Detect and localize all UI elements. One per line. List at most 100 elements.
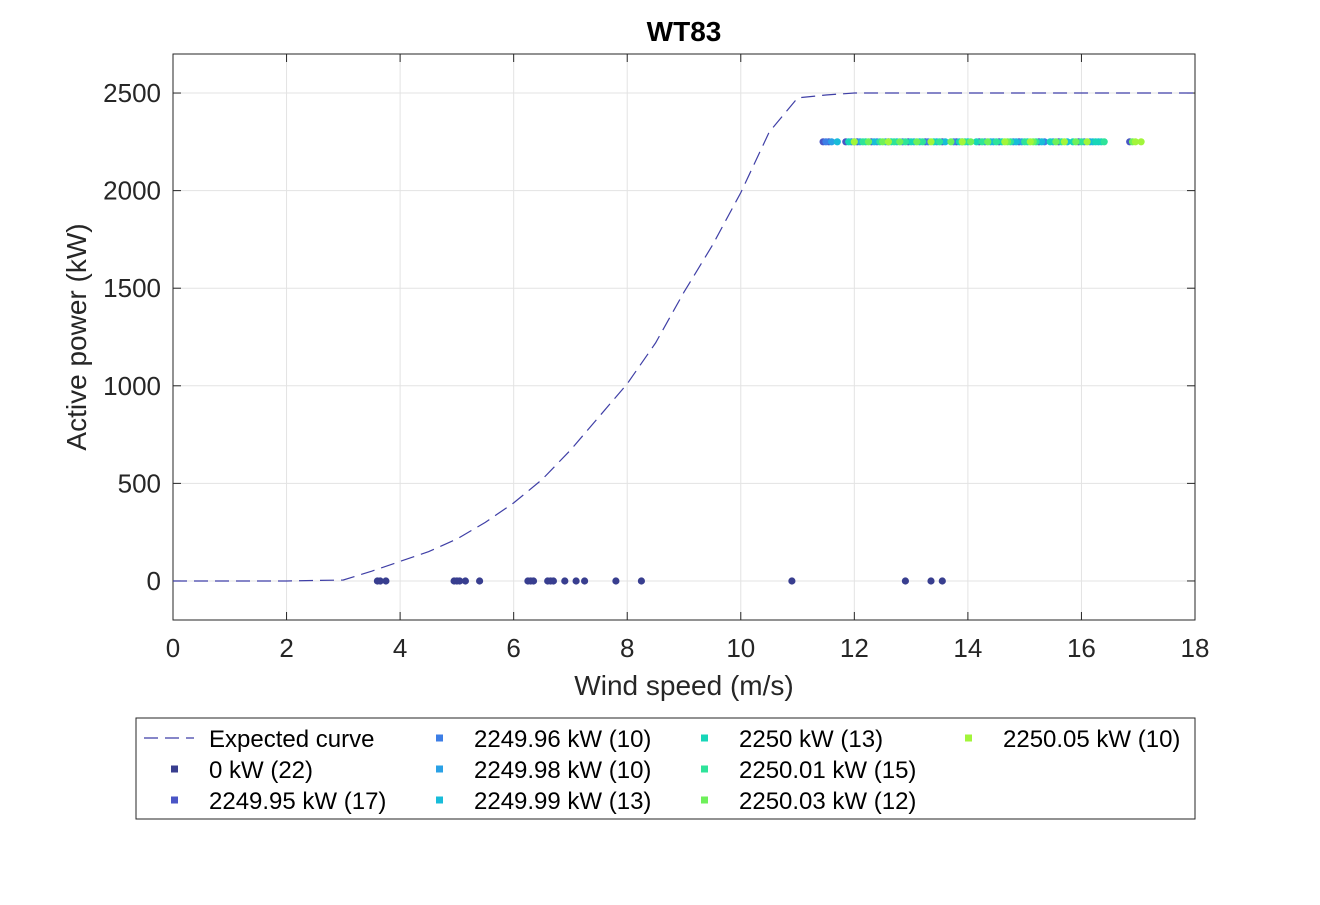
data-point [1001, 138, 1009, 146]
x-tick-label: 2 [279, 633, 293, 663]
legend-marker [436, 796, 443, 804]
data-point [967, 138, 975, 146]
legend-marker [436, 734, 443, 742]
data-point [884, 138, 893, 146]
data-point [1100, 138, 1108, 146]
data-point [864, 138, 873, 146]
data-point [561, 577, 569, 585]
data-point [637, 577, 646, 585]
legend-label: 0 kW (22) [209, 757, 313, 784]
x-tick-label: 18 [1181, 633, 1210, 663]
data-point [461, 577, 469, 585]
y-tick-label: 500 [118, 468, 161, 498]
axes-box [172, 53, 1196, 621]
data-point [896, 138, 904, 146]
legend-label: 2250.01 kW (15) [739, 757, 916, 784]
data-point [1052, 138, 1060, 146]
x-tick-label: 6 [506, 633, 520, 663]
data-point [612, 577, 620, 585]
data-point [1131, 138, 1139, 146]
legend-label: 2250.05 kW (10) [1003, 726, 1180, 753]
data-point [947, 138, 955, 146]
y-axis-label: Active power (kW) [61, 223, 92, 450]
data-point [1026, 138, 1034, 146]
data-point [1060, 138, 1068, 146]
legend-label: 2249.99 kW (13) [474, 788, 651, 815]
expected-curve-line [173, 92, 1195, 582]
data-point [918, 138, 927, 146]
data-point [913, 138, 921, 146]
data-point [845, 138, 853, 146]
data-point [938, 577, 946, 585]
data-point [376, 577, 384, 585]
data-point [958, 138, 966, 146]
plot-area [173, 54, 1195, 620]
legend-marker [701, 796, 708, 804]
data-point [1137, 138, 1145, 146]
y-tick-label: 1000 [103, 371, 161, 401]
x-tick-label: 8 [620, 633, 634, 663]
data-point [850, 138, 858, 146]
x-tick-label: 16 [1067, 633, 1096, 663]
data-point [927, 577, 935, 585]
data-point [581, 577, 589, 585]
series-0-points [373, 577, 946, 585]
y-tick-label: 0 [147, 566, 161, 596]
data-point [978, 138, 986, 146]
data-point [890, 138, 898, 146]
legend-label: 2249.98 kW (10) [474, 757, 651, 784]
data-point [935, 138, 944, 146]
data-point [870, 138, 878, 146]
series-8-points [850, 138, 1145, 146]
data-point [382, 577, 390, 585]
legend-marker [436, 765, 443, 773]
data-point [572, 577, 580, 585]
x-tick-label: 10 [726, 633, 755, 663]
legend-marker [171, 796, 178, 804]
data-point [901, 138, 910, 146]
data-point [992, 138, 1000, 146]
legend-label: 2249.95 kW (17) [209, 788, 386, 815]
data-point [549, 577, 558, 585]
data-point [859, 138, 867, 146]
data-point [788, 577, 796, 585]
legend-marker [965, 734, 972, 742]
y-tick-label: 2000 [103, 176, 161, 206]
x-tick-label: 14 [953, 633, 982, 663]
data-point [1092, 138, 1100, 146]
data-point [879, 138, 887, 146]
legend-label: 2250 kW (13) [739, 726, 883, 753]
data-point [972, 138, 981, 146]
data-point [901, 577, 910, 585]
data-point [822, 138, 830, 146]
data-point [476, 577, 484, 585]
legend-box [135, 717, 1196, 820]
legend-label: 2249.96 kW (10) [474, 726, 651, 753]
chart-title: WT83 [647, 16, 722, 47]
data-point [984, 138, 992, 146]
data-point [1012, 138, 1020, 146]
data-point [529, 577, 538, 585]
data-point [456, 577, 464, 585]
data-point [828, 138, 836, 146]
data-point [927, 138, 935, 146]
legend-label: Expected curve [209, 726, 374, 753]
data-point [1038, 138, 1046, 146]
x-tick-label: 0 [166, 633, 180, 663]
y-tick-label: 1500 [103, 273, 161, 303]
data-point [907, 138, 915, 146]
x-tick-label: 12 [840, 633, 869, 663]
legend-label: 2250.03 kW (12) [739, 788, 916, 815]
data-point [833, 138, 841, 146]
legend-marker [171, 765, 178, 773]
data-point [1021, 138, 1029, 146]
data-point [1083, 138, 1091, 146]
x-tick-label: 4 [393, 633, 407, 663]
y-tick-label: 2500 [103, 78, 161, 108]
legend-marker [701, 734, 708, 742]
legend-marker [701, 765, 708, 773]
data-point [1072, 138, 1080, 146]
data-point [1077, 138, 1085, 146]
